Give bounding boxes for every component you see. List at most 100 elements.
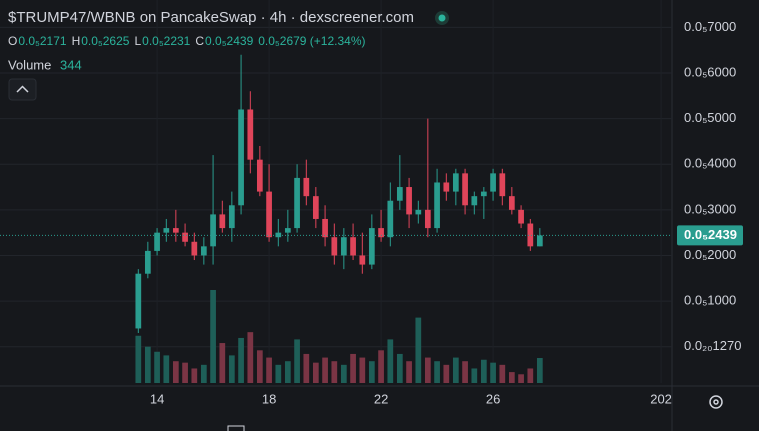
candle-body xyxy=(182,232,188,242)
candle-body xyxy=(322,218,328,238)
volume-label: Volume xyxy=(8,57,51,72)
collapse-icon xyxy=(16,85,29,93)
candle-body xyxy=(247,109,254,160)
settings-icon[interactable] xyxy=(709,395,723,409)
collapse-button[interactable] xyxy=(8,78,37,101)
candle-body xyxy=(471,196,478,206)
candle-body xyxy=(368,228,375,265)
candle-body xyxy=(284,228,291,233)
volume-bar xyxy=(256,350,263,383)
candle-body xyxy=(238,109,244,206)
volume-bar xyxy=(368,361,375,383)
volume-bar xyxy=(443,364,450,383)
ohlc-legend: O 0.0₅2171 H 0.0₅2625 L 0.0₅2231 C 0.0₅2439 0.0₅… xyxy=(8,34,366,48)
candle-body xyxy=(340,237,347,256)
candle-body xyxy=(275,232,282,238)
volume-bar xyxy=(163,355,170,383)
candle-body xyxy=(210,214,216,247)
candle-body xyxy=(452,173,459,192)
y-tick-label: 0.0₅2000 xyxy=(684,247,736,262)
candle-body xyxy=(387,200,394,238)
y-tick-label: 0.0₂₀1270 xyxy=(684,338,741,353)
y-tick-label: 0.0₅6000 xyxy=(684,64,736,79)
candle-body xyxy=(303,177,310,197)
volume-bar xyxy=(294,339,300,383)
y-tick-label: 0.0₅4000 xyxy=(684,156,736,171)
volume-bar xyxy=(434,361,440,383)
y-tick-label: 0.0₅3000 xyxy=(684,201,736,216)
x-tick-label: 26 xyxy=(486,391,500,406)
status-dot xyxy=(438,14,446,22)
volume-bar xyxy=(331,361,338,383)
last-price-label: 0.0₅2439 xyxy=(684,227,737,242)
volume-bar xyxy=(508,372,515,383)
volume-bar xyxy=(471,368,478,383)
volume-value: 344 xyxy=(60,57,82,72)
y-tick-label: 0.0₅1000 xyxy=(684,293,736,308)
candle-body xyxy=(200,246,207,256)
candle-body xyxy=(490,173,496,192)
legend-value: 0.0₅2171 xyxy=(18,34,67,48)
candle-body xyxy=(527,223,534,247)
candle-body xyxy=(154,232,160,251)
volume-bar xyxy=(462,361,468,383)
x-tick-label: 18 xyxy=(262,391,276,406)
volume-bar xyxy=(452,357,459,383)
volume-bar xyxy=(527,368,534,383)
calendar-icon[interactable] xyxy=(227,425,245,431)
candle-body xyxy=(331,237,338,256)
candle-body xyxy=(359,255,366,265)
volume-bar xyxy=(536,358,543,383)
volume-bar xyxy=(144,346,151,383)
candle-body xyxy=(350,237,356,256)
volume-bar xyxy=(200,364,207,383)
candle-body xyxy=(135,273,142,329)
candle-body xyxy=(508,196,515,210)
volume-bar xyxy=(172,361,179,383)
volume-bar xyxy=(266,357,272,383)
candle-body xyxy=(499,173,506,197)
candle-body xyxy=(480,191,487,197)
volume-bar xyxy=(387,339,394,383)
volume-bar xyxy=(406,361,412,383)
x-tick-label: 22 xyxy=(374,391,388,406)
volume-bar xyxy=(247,332,254,383)
candle-body xyxy=(536,235,543,247)
volume-bar xyxy=(350,353,356,383)
volume-bar xyxy=(499,364,506,383)
legend-value: 0.0₅2231 xyxy=(142,34,191,48)
candle-body xyxy=(378,228,384,238)
legend-key: H xyxy=(72,34,81,48)
volume-bar xyxy=(275,364,282,383)
legend-change: 0.0₅2679 (+12.34%) xyxy=(258,34,365,48)
volume-bar xyxy=(359,357,366,383)
volume-bar xyxy=(182,362,188,383)
candle-body xyxy=(191,241,198,256)
x-tick-label: 202 xyxy=(650,391,672,406)
candle-body xyxy=(443,182,450,192)
volume-bar xyxy=(518,374,524,383)
legend-value: 0.0₅2439 xyxy=(205,34,254,48)
last-price-box xyxy=(677,225,743,246)
volume-bar xyxy=(396,353,403,383)
volume-bar xyxy=(228,355,235,383)
plot-area xyxy=(0,26,672,383)
settings-icon xyxy=(713,399,719,405)
volume-bar xyxy=(322,357,328,383)
candle-body xyxy=(406,187,412,215)
candle-body xyxy=(312,196,319,219)
volume-bar xyxy=(415,317,422,383)
volume-bar xyxy=(480,359,487,383)
y-tick-label: 0.0₅5000 xyxy=(684,110,736,125)
volume-bar xyxy=(219,343,226,383)
candle-body xyxy=(144,250,151,274)
candle-body xyxy=(163,228,170,233)
volume-bar xyxy=(135,335,142,383)
volume-bar xyxy=(490,362,496,383)
legend-key: O xyxy=(8,34,17,48)
chart-title: $TRUMP47/WBNB on PancakeSwap · 4h · dexs… xyxy=(8,9,414,26)
candle-body xyxy=(256,159,263,192)
volume-bar xyxy=(238,337,244,383)
legend-key: L xyxy=(134,34,141,48)
